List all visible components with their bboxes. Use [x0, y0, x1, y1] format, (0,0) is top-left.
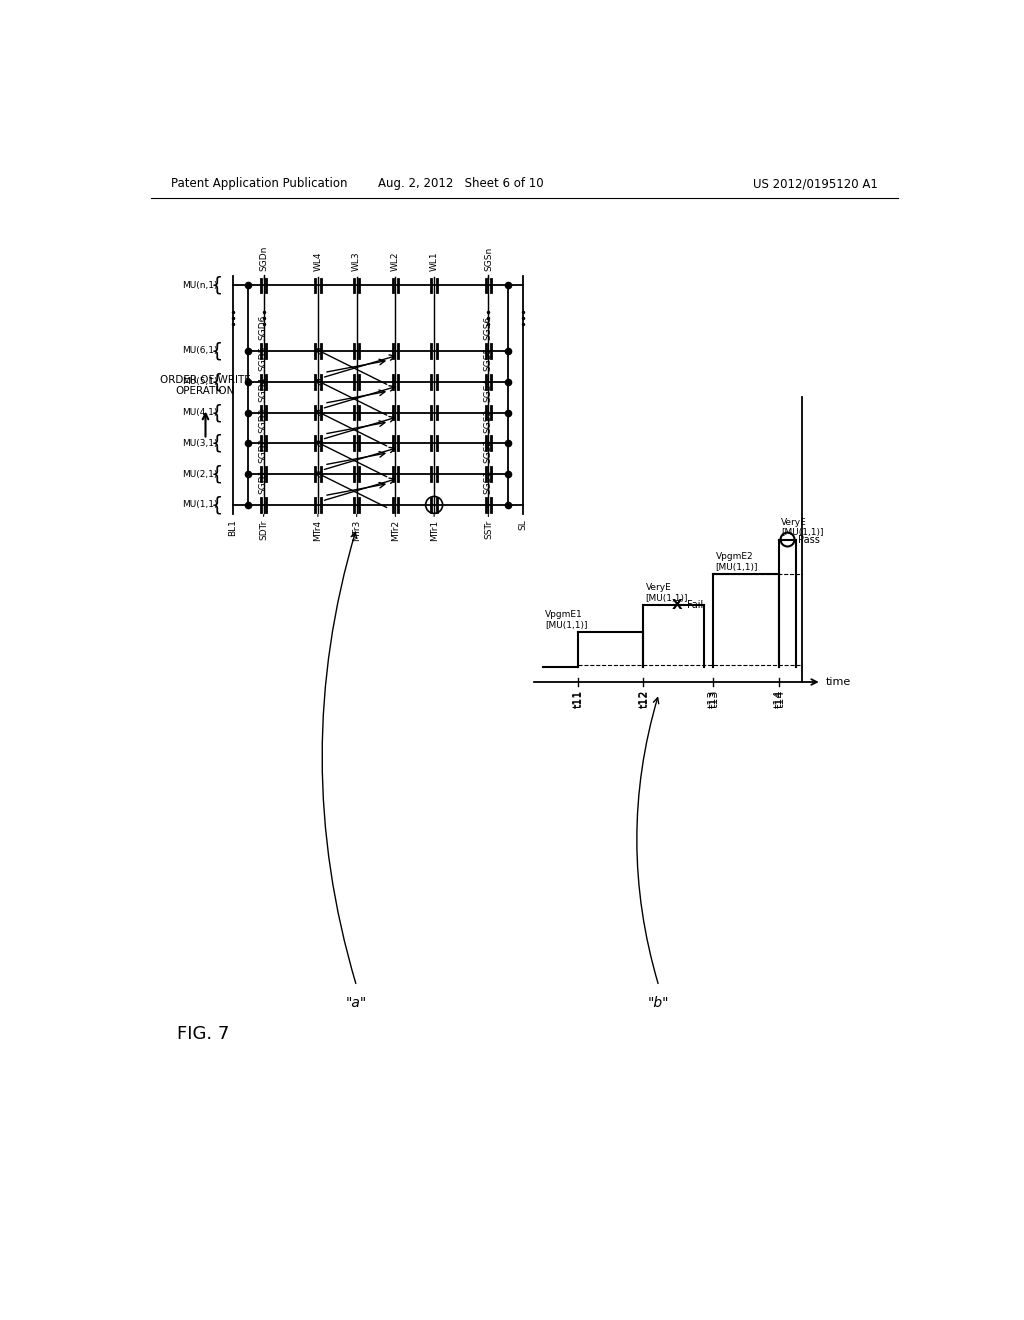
Text: {: { [210, 342, 222, 360]
Text: MTr2: MTr2 [391, 520, 400, 541]
Text: MU(5,1): MU(5,1) [182, 378, 218, 387]
Text: SGS3: SGS3 [483, 408, 493, 433]
Text: {: { [210, 372, 222, 391]
Text: MU(n,1): MU(n,1) [182, 281, 218, 290]
Text: t12: t12 [638, 689, 648, 709]
Text: WL3: WL3 [352, 251, 361, 271]
Text: Fail: Fail [687, 601, 703, 610]
Text: BL1: BL1 [228, 520, 238, 536]
Text: MU(3,1): MU(3,1) [182, 438, 218, 447]
Text: SGD6: SGD6 [258, 314, 267, 341]
Text: US 2012/0195120 A1: US 2012/0195120 A1 [754, 177, 879, 190]
Text: SGS1: SGS1 [483, 470, 493, 494]
Text: MU(4,1): MU(4,1) [182, 408, 218, 417]
Text: VeryE
[MU(1,1)]: VeryE [MU(1,1)] [646, 583, 688, 603]
Text: MU(2,1): MU(2,1) [182, 470, 218, 479]
Text: time: time [825, 677, 851, 686]
Text: SGD1: SGD1 [258, 469, 267, 494]
Text: t11: t11 [574, 689, 584, 708]
Text: {: { [210, 465, 222, 483]
Text: t11: t11 [572, 689, 583, 708]
Text: Pass: Pass [799, 535, 820, 545]
Text: SGS2: SGS2 [483, 440, 493, 463]
Text: SDTr: SDTr [259, 520, 268, 540]
Text: SGS5: SGS5 [483, 347, 493, 371]
Text: "a": "a" [346, 997, 368, 1010]
Text: t12: t12 [640, 689, 650, 709]
Text: SSTr: SSTr [484, 520, 493, 539]
Text: SGD5: SGD5 [258, 346, 267, 371]
Text: {: { [210, 276, 222, 294]
Text: SL: SL [519, 520, 527, 531]
Text: MU(6,1): MU(6,1) [182, 346, 218, 355]
Text: SGS6: SGS6 [483, 315, 493, 341]
Text: ORDER OF WRITE
OPERATION: ORDER OF WRITE OPERATION [160, 375, 251, 396]
Text: VeryE
[MU(1,1)]: VeryE [MU(1,1)] [781, 517, 824, 537]
Text: SGDn: SGDn [259, 246, 268, 271]
Text: WL4: WL4 [313, 251, 323, 271]
Text: WL2: WL2 [391, 251, 400, 271]
Text: t13: t13 [709, 689, 718, 708]
Text: SGS4: SGS4 [483, 378, 493, 401]
Text: MTr3: MTr3 [352, 520, 361, 541]
Text: SGSn: SGSn [484, 247, 493, 271]
Text: SGD4: SGD4 [258, 376, 267, 401]
Text: t13: t13 [710, 689, 720, 708]
Text: {: { [210, 495, 222, 515]
Text: {: { [210, 403, 222, 422]
Text: t14: t14 [775, 689, 785, 709]
Text: FIG. 7: FIG. 7 [177, 1024, 229, 1043]
Text: {: { [210, 434, 222, 453]
Text: X: X [672, 598, 683, 612]
Text: MTr1: MTr1 [430, 520, 438, 541]
Text: Patent Application Publication: Patent Application Publication [171, 177, 347, 190]
Text: WL1: WL1 [430, 251, 438, 271]
Text: SGD2: SGD2 [258, 438, 267, 463]
Text: VpgmE2
[MU(1,1)]: VpgmE2 [MU(1,1)] [716, 553, 758, 572]
Text: t14: t14 [774, 689, 784, 709]
Text: SGD3: SGD3 [258, 407, 267, 433]
Text: "b": "b" [648, 997, 670, 1010]
Text: VpgmE1
[MU(1,1)]: VpgmE1 [MU(1,1)] [545, 610, 588, 630]
Text: MU(1,1): MU(1,1) [182, 500, 218, 510]
Text: MTr4: MTr4 [313, 520, 323, 541]
Text: Aug. 2, 2012   Sheet 6 of 10: Aug. 2, 2012 Sheet 6 of 10 [379, 177, 544, 190]
